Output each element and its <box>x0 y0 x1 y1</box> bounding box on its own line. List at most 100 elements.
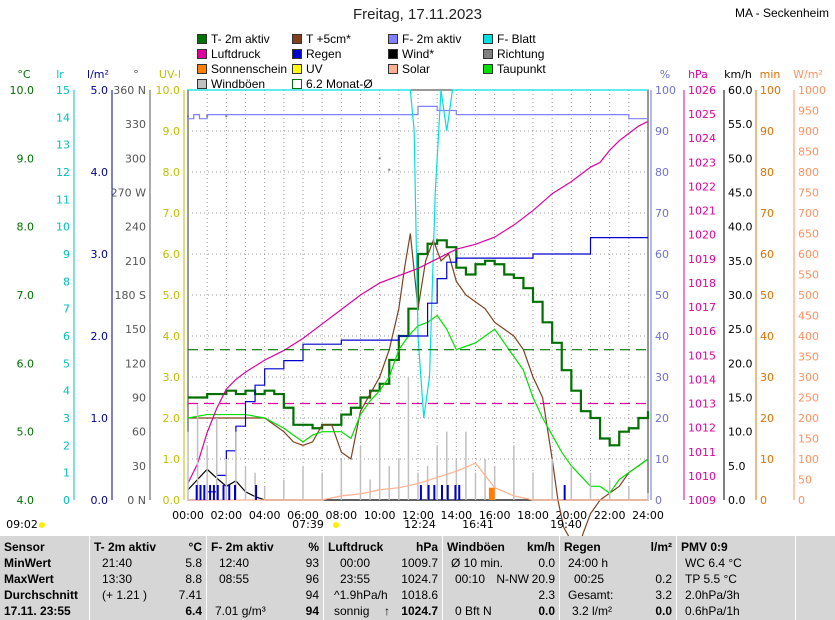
left-axis-unit: lr <box>56 68 64 81</box>
right-axis-tick: 50 <box>760 289 774 302</box>
left-axis-tick: 150 <box>125 323 146 336</box>
left-axis-tick: 6 <box>63 330 70 343</box>
left-axis-tick: 1.0 <box>91 412 109 425</box>
left-axis-tick: 30 <box>132 460 146 473</box>
humidity-max-time: 08:55 <box>219 572 250 586</box>
legend-label: Regen <box>306 47 342 61</box>
legend-label: F- 2m aktiv <box>402 32 462 46</box>
x-tick-label: 00:00 <box>172 509 204 522</box>
right-axis-tick: 1016 <box>688 325 716 338</box>
left-axis-tick: 4 <box>63 385 70 398</box>
rain-bar <box>441 485 443 500</box>
pmv-column: PMV 0:9 WC 6.4 °C TP 5.5 °C 2.0hPa/3h 0.… <box>676 536 795 620</box>
left-axis-tick: 5 <box>63 357 70 370</box>
legend-swatch <box>483 49 493 59</box>
wind-direction-point <box>225 115 228 118</box>
rain-bar <box>458 485 461 500</box>
right-axis-tick: 1020 <box>688 229 716 242</box>
temp-header: T- 2m aktiv <box>94 540 157 554</box>
legend-item: Wind* <box>388 47 434 61</box>
left-axis-tick: 3.0 <box>163 371 181 384</box>
right-axis-tick: 1021 <box>688 205 716 218</box>
legend-swatch <box>388 34 398 44</box>
x-tick-label: 22:00 <box>594 509 626 522</box>
rain-bar <box>433 485 436 500</box>
sunrise-icon <box>333 522 339 528</box>
pressure-min-time: 00:00 <box>340 556 371 570</box>
right-axis-tick: 750 <box>798 187 819 200</box>
right-axis-tick: 45.0 <box>728 187 753 200</box>
legend-swatch <box>197 79 207 89</box>
pressure-trend: ^1.9hPa/h <box>334 588 388 602</box>
rain-bar <box>427 485 430 500</box>
legend-label: Windböen <box>211 77 266 91</box>
left-axis-tick: 330 <box>125 118 146 131</box>
right-axis-unit: W/m² <box>793 68 823 81</box>
right-axis-tick: 1017 <box>688 301 716 314</box>
right-axis-tick: 500 <box>798 289 819 302</box>
left-axis-tick: 180 S <box>115 289 146 302</box>
legend-label: Solar <box>402 62 431 76</box>
right-axis-tick: 400 <box>798 330 819 343</box>
rain-bar <box>454 485 457 500</box>
humidity-avg-value: 94 <box>305 588 319 602</box>
x-tick-label: 20:00 <box>555 509 587 522</box>
right-axis-tick: 1023 <box>688 156 716 169</box>
left-axis-tick: 210 <box>125 255 146 268</box>
pressure-current-value: 1024.7 <box>401 604 438 618</box>
left-axis-tick: 9.0 <box>17 152 35 165</box>
legend-item: Richtung <box>483 47 544 61</box>
time-marker-label: 07:39 <box>292 518 324 531</box>
left-axis-tick: 6.0 <box>17 357 35 370</box>
temp-min-time: 21:40 <box>102 556 133 570</box>
right-axis-tick: 1015 <box>688 349 716 362</box>
right-axis-tick: 40 <box>760 330 774 343</box>
right-axis-tick: 50.0 <box>728 152 753 165</box>
sunshine-bar <box>488 487 495 500</box>
legend-label: 6.2 Monat-Ø <box>306 77 373 91</box>
left-axis-tick: 360 N <box>113 84 146 97</box>
current-label: 17.11. 23:55 <box>4 604 71 618</box>
right-axis-tick: 1026 <box>688 84 716 97</box>
pressure-unit: hPa <box>415 540 438 554</box>
left-axis-tick: 0 N <box>127 494 146 507</box>
humidity-min-value: 93 <box>305 556 319 570</box>
chart: 00:00 02:00 04:00 06:00 08:00 10:00 12:00 14:00… <box>6 68 826 536</box>
x-tick-label: 16:00 <box>479 509 511 522</box>
legend-swatch <box>292 34 302 44</box>
right-axis-tick: 1010 <box>688 470 716 483</box>
rain-total-label: Gesamt: <box>568 588 614 602</box>
left-axis-tick: 10.0 <box>10 84 35 97</box>
right-axis-tick: 0.0 <box>728 494 746 507</box>
right-axis-tick: 200 <box>798 412 819 425</box>
left-axis-tick: 7 <box>63 303 70 316</box>
legend-item: Taupunkt <box>483 62 546 76</box>
right-axis-tick: 350 <box>798 351 819 364</box>
pressure-max-value: 1024.7 <box>401 572 438 586</box>
left-axis-unit: l/m² <box>87 68 109 81</box>
rain-unit: l/m² <box>650 540 672 554</box>
right-axis-tick: 1011 <box>688 446 716 459</box>
legend-swatch <box>388 49 398 59</box>
right-axis-tick: 90 <box>655 125 669 138</box>
rain-bar <box>216 485 219 500</box>
right-axis-tick: 1024 <box>688 132 716 145</box>
right-axis-tick: 70 <box>760 207 774 220</box>
legend-swatch <box>292 64 302 74</box>
temp-column: T- 2m aktiv °C 21:40 5.8 13:30 8.8 (+ 1.21 … <box>89 536 206 620</box>
right-axis-tick: 10 <box>760 453 774 466</box>
right-axis-tick: 450 <box>798 310 819 323</box>
right-axis-tick: 40.0 <box>728 221 753 234</box>
left-axis-tick: 7.0 <box>17 289 35 302</box>
right-axis-tick: 80 <box>760 166 774 179</box>
legend-swatch <box>197 34 207 44</box>
left-axis-tick: 11 <box>56 193 70 206</box>
left-axis-tick: 4.0 <box>163 330 181 343</box>
rain-bar <box>199 485 202 500</box>
series-line <box>187 314 649 495</box>
right-axis-tick: 1022 <box>688 180 716 193</box>
rain-column: Regen l/m² 24:00 h 00:25 0.2 Gesamt: 3.2 3.… <box>559 536 676 620</box>
legend-swatch <box>292 79 302 89</box>
rain-header: Regen <box>564 540 601 554</box>
wind-column: Windböen km/h Ø 10 min. 0.0 00:10 N-NW 20.9 … <box>442 536 559 620</box>
